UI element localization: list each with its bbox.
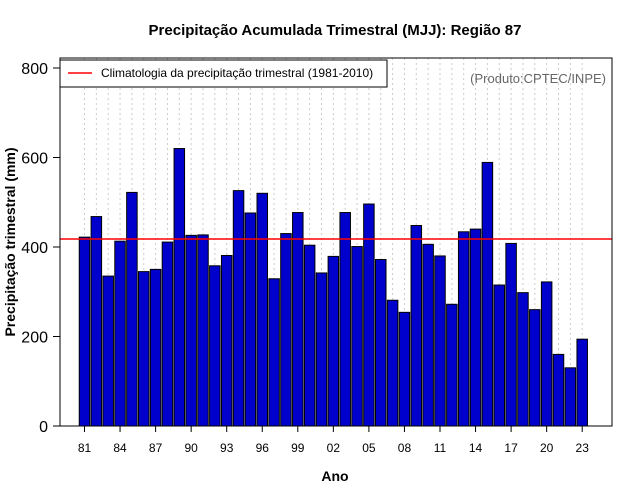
bar-2023 xyxy=(576,338,588,427)
chart-title: Precipitação Acumulada Trimestral (MJJ):… xyxy=(149,22,522,39)
bar-1997 xyxy=(268,278,280,427)
x-tick-label: 11 xyxy=(434,441,447,455)
x-tick-label: 87 xyxy=(149,441,163,455)
x-tick-label: 99 xyxy=(291,441,305,455)
bar-2008 xyxy=(398,311,411,427)
bar-1981 xyxy=(78,236,91,427)
legend-label: Climatologia da precipitação trimestral … xyxy=(101,66,373,80)
x-tick-label: 17 xyxy=(504,441,518,455)
bar-1988 xyxy=(161,241,174,427)
bar-2014 xyxy=(469,228,482,427)
y-axis-title: Precipitação trimestral (mm) xyxy=(2,147,18,336)
bar-2000 xyxy=(303,244,316,427)
x-tick-label: 14 xyxy=(469,441,483,455)
bar-1984 xyxy=(114,240,126,427)
bar-2004 xyxy=(351,246,363,427)
bar-2012 xyxy=(446,303,458,427)
bar-1990 xyxy=(185,234,197,427)
legend: Climatologia da precipitação trimestral … xyxy=(59,59,388,88)
bar-1989 xyxy=(173,148,186,427)
y-tick-label: 800 xyxy=(21,61,48,78)
bar-1994 xyxy=(232,190,245,427)
bar-1995 xyxy=(244,212,257,427)
bar-2001 xyxy=(315,272,328,427)
bar-2018 xyxy=(517,292,529,427)
x-tick-label: 90 xyxy=(184,441,198,455)
bar-2020 xyxy=(540,281,553,427)
bar-1986 xyxy=(138,271,150,427)
y-tick-label: 600 xyxy=(21,151,48,168)
x-tick-label: 05 xyxy=(362,441,376,455)
x-tick-label: 84 xyxy=(113,441,127,455)
bar-2017 xyxy=(505,242,517,427)
bar-1996 xyxy=(256,192,268,427)
x-tick-label: 96 xyxy=(256,441,270,455)
bar-2019 xyxy=(529,309,541,427)
x-tick-label: 23 xyxy=(576,441,590,455)
bar-2007 xyxy=(386,299,399,427)
bar-1983 xyxy=(102,275,114,427)
bar-2016 xyxy=(493,284,505,427)
x-axis: 81 84 87 90 93 96 99 02 05 08 11 14 17 20 23 xyxy=(78,426,589,455)
bar-1987 xyxy=(149,268,162,427)
y-tick-label: 0 xyxy=(39,419,48,436)
bar-2013 xyxy=(457,231,470,427)
plot-frame xyxy=(59,57,613,427)
bar-1999 xyxy=(292,212,304,427)
y-tick-label: 400 xyxy=(21,240,48,257)
y-axis: 0 200 400 600 800 xyxy=(21,61,60,436)
bar-2010 xyxy=(422,243,434,427)
x-axis-title: Ano xyxy=(321,468,348,484)
bar-1985 xyxy=(126,191,138,427)
x-tick-label: 81 xyxy=(78,441,92,455)
y-tick-label: 200 xyxy=(21,330,48,347)
bar-2003 xyxy=(339,212,351,427)
bar-2006 xyxy=(375,259,387,427)
bar-2015 xyxy=(481,161,494,427)
bar-1992 xyxy=(209,265,221,427)
bar-1991 xyxy=(197,234,209,427)
bar-1982 xyxy=(90,216,103,427)
credit-text: (Produto:CPTEC/INPE) xyxy=(470,71,606,86)
bar-2005 xyxy=(363,203,375,427)
bar-2011 xyxy=(434,255,446,427)
bar-1998 xyxy=(280,233,292,427)
x-tick-label: 93 xyxy=(220,441,234,455)
bar-1993 xyxy=(220,255,233,427)
x-tick-label: 02 xyxy=(327,441,341,455)
legend-box xyxy=(59,59,388,88)
bars-layer xyxy=(78,148,588,427)
bar-2021 xyxy=(552,353,565,427)
x-tick-label: 08 xyxy=(398,441,412,455)
bar-2009 xyxy=(410,225,423,427)
x-tick-label: 20 xyxy=(540,441,554,455)
bar-2002 xyxy=(327,255,340,427)
bar-2022 xyxy=(564,367,577,427)
